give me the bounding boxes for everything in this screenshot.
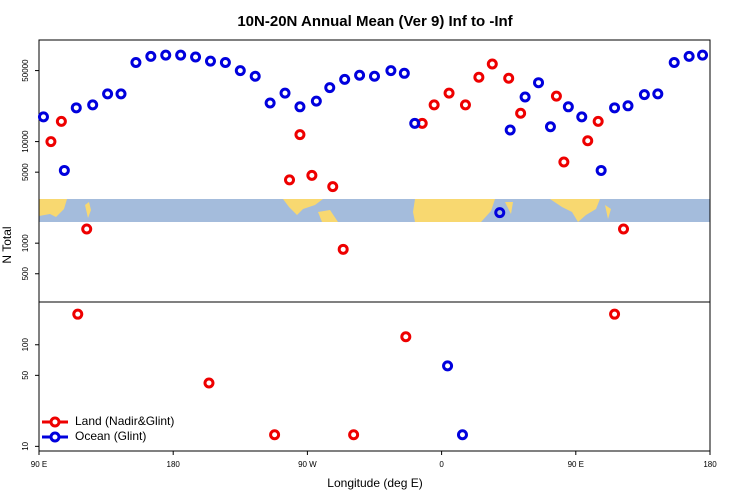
point — [115, 88, 127, 100]
y-tick-label: 50 — [21, 370, 30, 379]
y-tick-label: 100 — [21, 338, 30, 352]
point — [234, 65, 246, 77]
point — [400, 331, 412, 343]
point — [618, 223, 630, 235]
point — [37, 111, 49, 123]
point — [456, 429, 468, 441]
point — [264, 97, 276, 109]
point — [339, 73, 351, 85]
point — [58, 164, 70, 176]
legend-marker — [49, 431, 61, 443]
point — [219, 57, 231, 69]
point — [72, 308, 84, 320]
point — [622, 100, 634, 112]
point — [459, 99, 471, 111]
point — [81, 223, 93, 235]
point — [652, 88, 664, 100]
point — [398, 67, 410, 79]
x-tick-label: 90 E — [31, 460, 47, 469]
point — [354, 69, 366, 81]
x-tick-label: 90 E — [568, 460, 584, 469]
point — [70, 102, 82, 114]
point — [409, 117, 421, 129]
point — [697, 49, 709, 61]
point — [306, 169, 318, 181]
y-axis-label: N Total — [0, 226, 14, 263]
point — [609, 308, 621, 320]
y-tick-label: 500 — [21, 267, 30, 281]
point — [294, 129, 306, 141]
x-tick-label: 0 — [439, 460, 444, 469]
point — [284, 174, 296, 186]
point — [592, 115, 604, 127]
legend-marker — [49, 416, 61, 428]
point — [668, 57, 680, 69]
point — [279, 87, 291, 99]
point — [486, 58, 498, 70]
point — [515, 107, 527, 119]
point — [544, 121, 556, 133]
point — [385, 65, 397, 77]
point — [550, 90, 562, 102]
y-tick-label: 1000 — [21, 234, 30, 252]
point — [582, 135, 594, 147]
point — [190, 51, 202, 63]
point — [87, 99, 99, 111]
point — [503, 72, 515, 84]
point — [269, 429, 281, 441]
legend-label: Land (Nadir&Glint) — [75, 414, 174, 428]
point — [45, 136, 57, 148]
point — [638, 89, 650, 101]
point — [443, 87, 455, 99]
point — [204, 55, 216, 67]
point — [519, 91, 531, 103]
point — [533, 77, 545, 89]
map-strip — [39, 199, 710, 222]
point — [442, 360, 454, 372]
x-tick-label: 180 — [703, 460, 717, 469]
point — [494, 207, 506, 219]
point — [324, 82, 336, 94]
y-tick-label: 50000 — [21, 59, 30, 82]
point — [562, 101, 574, 113]
point — [310, 95, 322, 107]
point — [337, 243, 349, 255]
point — [249, 70, 261, 82]
point — [130, 57, 142, 69]
point — [609, 102, 621, 114]
point — [294, 101, 306, 113]
legend-label: Ocean (Glint) — [75, 429, 146, 443]
point — [683, 50, 695, 62]
point — [102, 88, 114, 100]
x-tick-label: 90 W — [298, 460, 317, 469]
point — [203, 377, 215, 389]
point — [473, 71, 485, 83]
point — [369, 70, 380, 82]
x-axis-label: Longitude (deg E) — [327, 476, 422, 490]
x-tick-label: 180 — [167, 460, 181, 469]
chart-title: 10N-20N Annual Mean (Ver 9) Inf to -Inf — [237, 13, 513, 30]
point — [160, 49, 172, 61]
point — [145, 50, 157, 62]
point — [558, 156, 570, 168]
y-tick-label: 5000 — [21, 163, 30, 181]
point — [55, 115, 67, 127]
point — [595, 164, 607, 176]
point — [576, 111, 588, 123]
point — [175, 49, 187, 61]
point — [348, 429, 360, 441]
y-tick-label: 10 — [21, 441, 30, 450]
point — [428, 99, 440, 111]
y-tick-label: 10000 — [21, 130, 30, 153]
plot-frame — [38, 39, 711, 452]
point — [327, 181, 339, 193]
point — [504, 124, 516, 136]
